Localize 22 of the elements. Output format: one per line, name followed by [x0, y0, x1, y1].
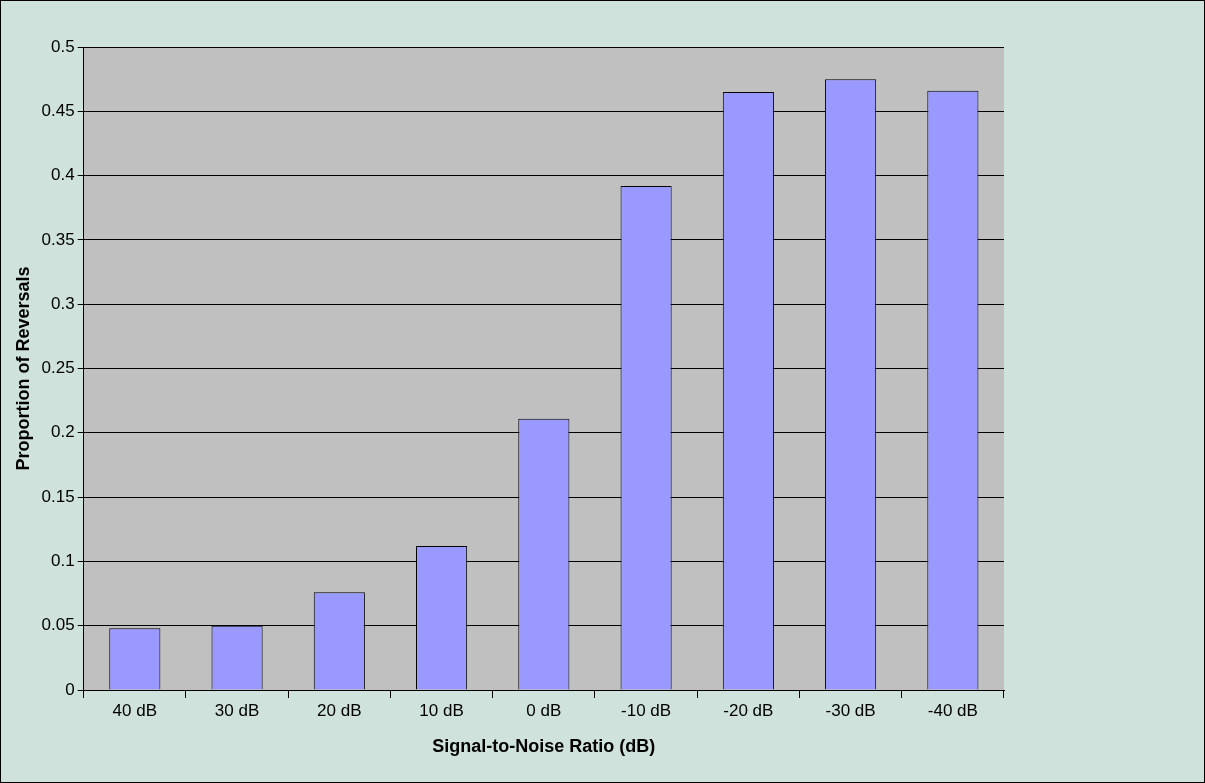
y-tick-label: 0.05	[41, 615, 75, 635]
y-tick-label: 0.1	[51, 551, 75, 571]
x-tick-label: -30 dB	[825, 700, 876, 720]
y-tick-label: 0.15	[41, 486, 75, 506]
x-tick-label: -40 dB	[927, 700, 978, 720]
y-tick-label: 0.45	[41, 100, 75, 120]
y-tick-label: 0.25	[41, 358, 75, 378]
y-tick-label: 0	[65, 679, 75, 699]
y-tick-label: 0.3	[51, 293, 75, 313]
x-tick-label: 10 dB	[419, 700, 464, 720]
y-axis-title: Proportion of Reversals	[12, 266, 33, 471]
x-tick-label: 30 dB	[214, 700, 260, 720]
y-tick-label: 0.5	[51, 36, 75, 56]
y-tick-label: 0.4	[51, 165, 75, 185]
x-tick-label: 40 dB	[112, 700, 158, 720]
x-tick-label: 20 dB	[317, 700, 362, 720]
y-tick-label: 0.2	[51, 422, 75, 442]
x-tick-label: -20 dB	[723, 700, 774, 720]
x-axis-title: Signal-to-Noise Ratio (dB)	[432, 736, 656, 757]
x-tick-label: -10 dB	[621, 700, 672, 720]
y-tick-label: 0.35	[41, 229, 75, 249]
x-tick-label: 0 dB	[526, 700, 562, 720]
